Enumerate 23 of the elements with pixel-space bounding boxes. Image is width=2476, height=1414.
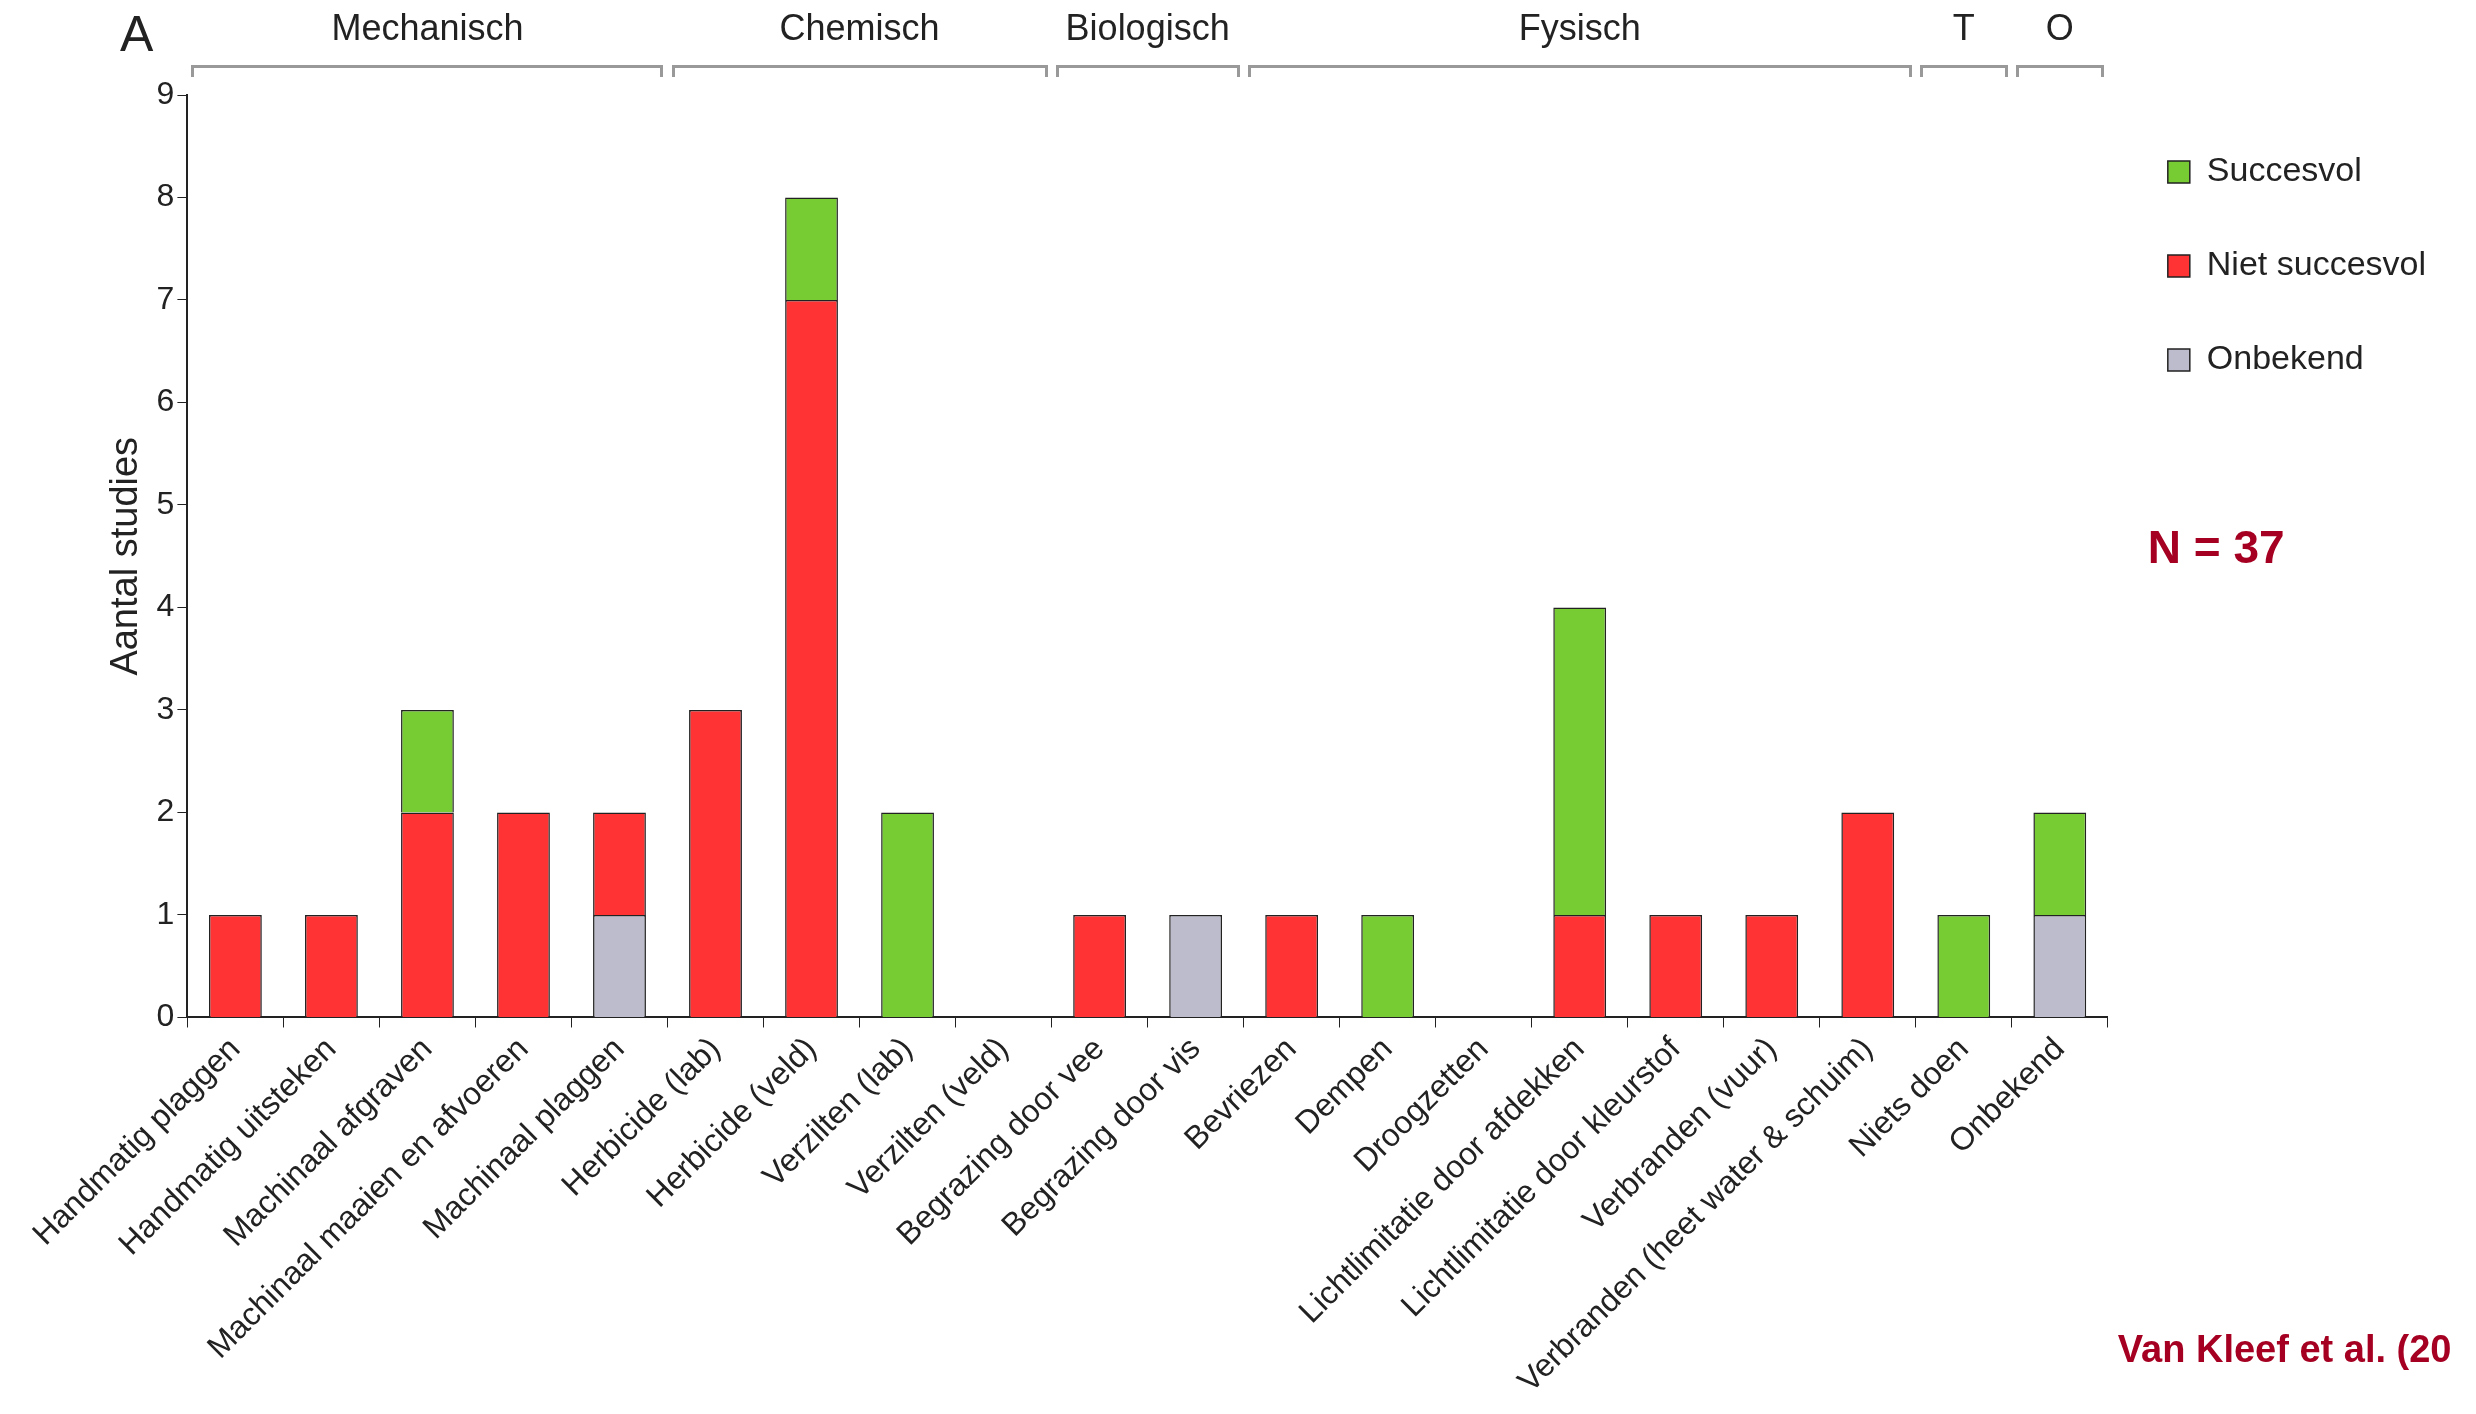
text: O [2045, 7, 2074, 49]
text: N = 37 [2147, 520, 2285, 574]
text: Biologisch [1065, 7, 1230, 49]
text: Mechanisch [331, 7, 524, 49]
text: Fysisch [1518, 7, 1641, 49]
y-axis-title: Aantal studies [103, 436, 146, 676]
text: Chemisch [779, 7, 940, 49]
y-tick-label: 8 [156, 177, 175, 214]
y-tick-label: 5 [156, 484, 175, 521]
y-tick-label: 2 [156, 792, 175, 829]
legend-label: Succesvol [2206, 150, 2362, 189]
legend-label: Onbekend [2206, 338, 2364, 377]
y-tick-label: 3 [156, 689, 175, 726]
text: Van Kleef et al. (20 [2117, 1328, 2452, 1371]
y-tick-label: 0 [156, 997, 175, 1034]
legend-label: Niet succesvol [2206, 244, 2427, 283]
y-tick-label: 9 [156, 74, 175, 111]
y-tick-label: 7 [156, 279, 175, 316]
text: A [120, 5, 154, 63]
y-tick-label: 1 [156, 894, 175, 931]
y-tick-label: 6 [156, 382, 175, 419]
y-tick-label: 4 [156, 587, 175, 624]
text: T [1952, 7, 1975, 49]
